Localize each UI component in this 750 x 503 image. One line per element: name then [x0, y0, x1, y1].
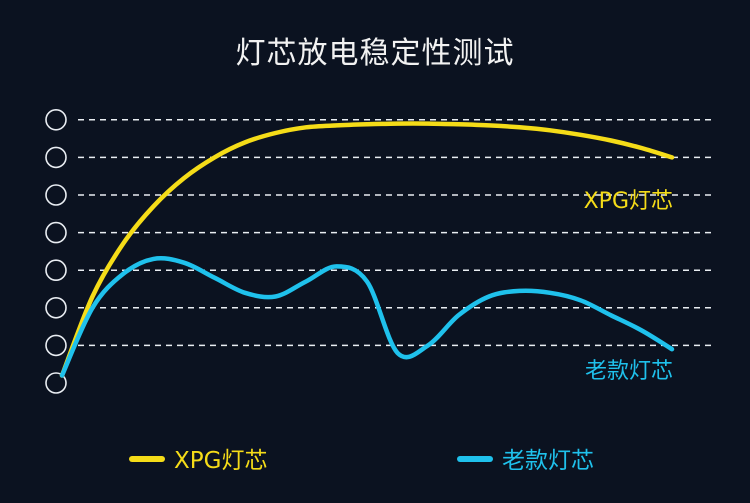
y-tick-marker [45, 146, 67, 169]
y-tick-marker [45, 109, 67, 131]
y-tick-marker [45, 296, 67, 319]
y-tick-marker [45, 372, 67, 394]
y-tick-marker [45, 184, 67, 206]
series-line-1 [59, 121, 675, 378]
chart-title: 灯芯放电稳定性测试 [235, 36, 515, 71]
series-end-label: XPG灯芯 [584, 189, 673, 214]
y-tick-marker [45, 334, 67, 357]
legend-label: 老款灯芯 [502, 448, 594, 474]
y-tick-marker [45, 221, 67, 244]
series-line-2 [59, 255, 675, 378]
series-end-label: 老款灯芯 [585, 359, 673, 384]
y-tick-marker [45, 259, 67, 282]
legend-label: XPG灯芯 [174, 448, 267, 474]
